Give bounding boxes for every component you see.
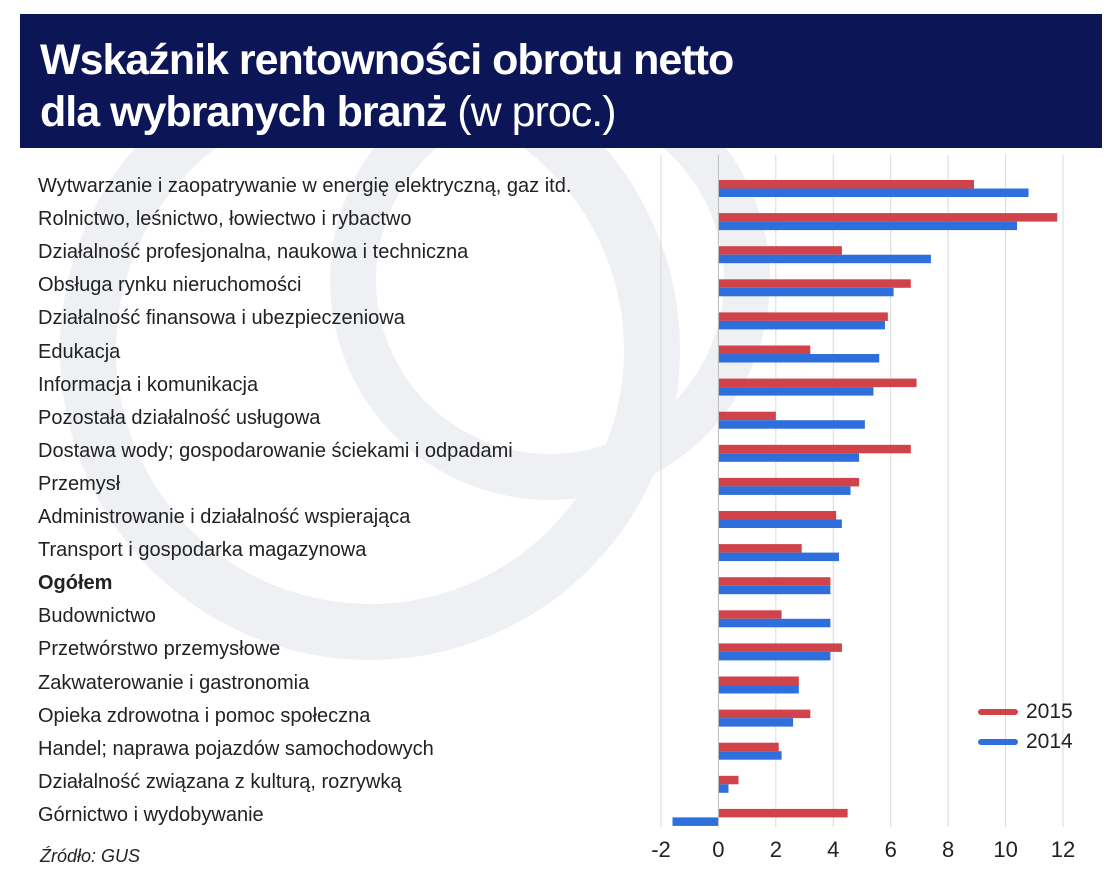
chart-title-line2-bold: dla wybranych branż bbox=[40, 88, 447, 136]
bar-2015-16 bbox=[718, 709, 811, 719]
bar-2015-17 bbox=[718, 742, 779, 752]
bar-2014-12 bbox=[718, 585, 831, 595]
x-tick-label: 12 bbox=[1051, 837, 1075, 862]
bar-2014-15 bbox=[718, 685, 799, 694]
bar-2015-19 bbox=[718, 808, 848, 818]
category-label: Informacja i komunikacja bbox=[38, 373, 259, 396]
bar-2014-1 bbox=[718, 221, 1018, 231]
bar-2014-11 bbox=[718, 552, 840, 562]
bar-2015-12 bbox=[718, 577, 831, 586]
source-note: Źródło: GUS bbox=[40, 846, 141, 866]
bar-2014-6 bbox=[718, 387, 874, 396]
category-label: Ogółem bbox=[38, 572, 113, 595]
x-tick-label: 8 bbox=[942, 837, 954, 862]
bar-2015-15 bbox=[718, 676, 799, 685]
bar-2014-10 bbox=[718, 519, 842, 528]
bar-2014-17 bbox=[718, 751, 782, 760]
legend-item-2014: 2014 bbox=[978, 727, 1073, 757]
category-label: Handel; naprawa pojazdów samochodowych bbox=[38, 737, 434, 760]
bar-2014-13 bbox=[718, 618, 831, 628]
bar-2014-2 bbox=[718, 254, 931, 264]
bar-2015-0 bbox=[718, 180, 974, 189]
bar-2015-13 bbox=[718, 610, 782, 619]
bar-2015-5 bbox=[718, 345, 811, 354]
x-tick-label: 4 bbox=[827, 837, 839, 862]
x-tick-label: 0 bbox=[712, 837, 724, 862]
bar-2015-4 bbox=[718, 312, 888, 321]
category-label: Transport i gospodarka magazynowa bbox=[38, 539, 367, 562]
bar-2014-7 bbox=[718, 420, 865, 429]
category-label: Edukacja bbox=[38, 340, 121, 363]
bar-2015-7 bbox=[718, 411, 776, 421]
bar-2015-3 bbox=[718, 279, 911, 288]
bar-2014-8 bbox=[718, 453, 860, 462]
bar-2015-14 bbox=[718, 643, 842, 652]
bar-2015-1 bbox=[718, 213, 1058, 222]
category-label: Opieka zdrowotna i pomoc społeczna bbox=[38, 704, 371, 727]
bar-2015-18 bbox=[718, 775, 739, 785]
bar-2014-14 bbox=[718, 651, 831, 661]
legend-swatch bbox=[978, 709, 1018, 715]
category-label: Przemysł bbox=[38, 472, 121, 495]
bar-2015-2 bbox=[718, 246, 842, 255]
bar-2014-4 bbox=[718, 320, 885, 330]
bar-2015-8 bbox=[718, 444, 911, 454]
x-tick-label: -2 bbox=[651, 837, 671, 862]
category-label: Administrowanie i działalność wspierając… bbox=[38, 506, 411, 528]
category-label: Przetwórstwo przemysłowe bbox=[38, 638, 281, 661]
legend-label: 2014 bbox=[1026, 730, 1073, 753]
bar-2015-11 bbox=[718, 544, 802, 553]
category-label: Działalność finansowa i ubezpieczeniowa bbox=[38, 307, 405, 330]
x-tick-label: 2 bbox=[770, 837, 782, 862]
category-label: Pozostała działalność usługowa bbox=[38, 406, 321, 429]
x-tick-label: 6 bbox=[885, 837, 897, 862]
category-label: Obsługa rynku nieruchomości bbox=[38, 274, 302, 297]
bar-2014-16 bbox=[718, 718, 794, 727]
category-label: Budownictwo bbox=[38, 605, 156, 628]
legend-item-2015: 2015 bbox=[978, 697, 1073, 727]
x-tick-label: 10 bbox=[993, 837, 1017, 862]
legend-swatch bbox=[978, 739, 1018, 745]
category-label: Rolnictwo, leśnictwo, łowiectwo i rybact… bbox=[38, 208, 412, 231]
category-label: Wytwarzanie i zaopatrywanie w energię el… bbox=[38, 175, 572, 197]
category-label: Górnictwo i wydobywanie bbox=[38, 803, 264, 826]
legend-label: 2015 bbox=[1026, 700, 1073, 723]
chart-title-line1: Wskaźnik rentowności obrotu netto bbox=[40, 36, 734, 84]
bar-2014-5 bbox=[718, 354, 880, 363]
chart-header: Wskaźnik rentowności obrotu netto dla wy… bbox=[20, 14, 1102, 148]
bar-2014-9 bbox=[718, 486, 851, 495]
bar-2014-3 bbox=[718, 287, 894, 297]
chart-title-line2: dla wybranych branż (w proc.) bbox=[40, 86, 1102, 138]
chart-title-unit: (w proc.) bbox=[457, 88, 616, 136]
bar-2015-10 bbox=[718, 511, 837, 520]
bar-2014-0 bbox=[718, 188, 1029, 197]
category-label: Zakwaterowanie i gastronomia bbox=[38, 671, 310, 694]
category-label: Dostawa wody; gospodarowanie ściekami i … bbox=[38, 439, 513, 462]
bar-2014-19 bbox=[672, 817, 719, 826]
bar-2015-6 bbox=[718, 378, 917, 388]
bar-2014-18 bbox=[718, 784, 729, 793]
legend: 2015 2014 bbox=[978, 697, 1073, 757]
bar-2015-9 bbox=[718, 477, 860, 487]
category-label: Działalność związana z kulturą, rozrywką bbox=[38, 770, 402, 793]
category-label: Działalność profesjonalna, naukowa i tec… bbox=[38, 241, 469, 264]
